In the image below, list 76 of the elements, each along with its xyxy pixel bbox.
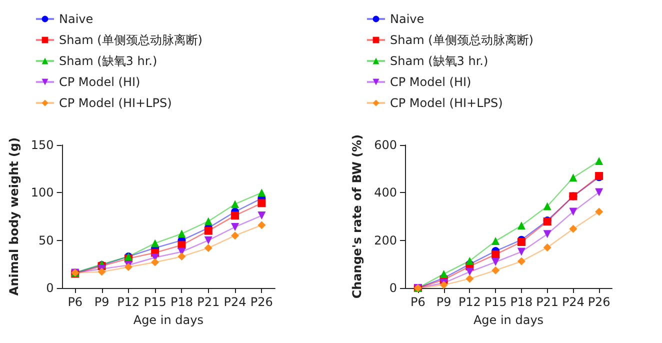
legend-label: Sham (缺氧3 hr.) bbox=[390, 54, 488, 68]
y-tick-label: 0 bbox=[46, 281, 54, 295]
point bbox=[204, 236, 212, 244]
point bbox=[595, 188, 604, 196]
legend-label: CP Model (HI) bbox=[390, 75, 472, 89]
point bbox=[231, 212, 240, 220]
legend-label: Sham (单侧颈总动脉离断) bbox=[390, 33, 534, 47]
x-tick-label: P18 bbox=[170, 295, 193, 309]
x-tick-label: P12 bbox=[117, 295, 140, 309]
x-tick-label: P21 bbox=[197, 295, 220, 309]
point bbox=[258, 199, 266, 208]
x-tick-label: P9 bbox=[436, 295, 452, 309]
x-tick-label: P24 bbox=[224, 295, 246, 309]
point bbox=[517, 257, 526, 266]
y-tick-label: 50 bbox=[38, 233, 54, 248]
point bbox=[569, 224, 578, 233]
point bbox=[151, 239, 160, 248]
point bbox=[595, 156, 604, 165]
y-axis-title: Change's rate of BW (%) bbox=[350, 134, 364, 299]
point bbox=[595, 208, 604, 216]
x-tick-label: P6 bbox=[410, 295, 426, 309]
point bbox=[517, 238, 526, 246]
x-tick-label: P15 bbox=[144, 295, 166, 309]
legend-label: CP Model (HI+LPS) bbox=[390, 96, 503, 110]
point bbox=[517, 222, 526, 230]
x-tick-label: P26 bbox=[588, 295, 610, 309]
point bbox=[258, 188, 266, 197]
point bbox=[466, 274, 474, 283]
point bbox=[569, 174, 578, 182]
x-axis-title: Age in days bbox=[133, 313, 204, 327]
point bbox=[543, 202, 552, 210]
point bbox=[258, 212, 266, 220]
point bbox=[98, 268, 106, 276]
point bbox=[178, 252, 186, 261]
point bbox=[543, 230, 552, 238]
legend-label: CP Model (HI) bbox=[59, 75, 140, 89]
point bbox=[492, 250, 500, 258]
point bbox=[492, 258, 500, 266]
y-tick-label: 400 bbox=[374, 186, 397, 200]
y-axis-title: Animal body weight (g) bbox=[7, 137, 21, 296]
y-tick-label: 150 bbox=[30, 138, 54, 152]
point bbox=[517, 248, 526, 256]
point bbox=[492, 237, 500, 246]
x-tick-label: P18 bbox=[510, 295, 533, 309]
legend-label: Sham (单侧颈总动脉离断) bbox=[59, 33, 202, 47]
x-tick-label: P24 bbox=[562, 295, 584, 309]
point bbox=[258, 221, 266, 230]
x-tick-label: P6 bbox=[68, 295, 83, 309]
point bbox=[204, 217, 212, 226]
legend-label: Naive bbox=[390, 12, 424, 26]
x-axis-title: Age in days bbox=[473, 313, 544, 327]
y-tick-label: 200 bbox=[374, 233, 397, 248]
point bbox=[204, 226, 212, 235]
point bbox=[178, 230, 186, 238]
point bbox=[440, 270, 448, 278]
point bbox=[466, 268, 474, 276]
point bbox=[231, 232, 240, 240]
point bbox=[543, 243, 552, 252]
point bbox=[231, 200, 240, 208]
y-tick-label: 0 bbox=[389, 281, 397, 295]
point bbox=[151, 258, 160, 266]
x-tick-label: P12 bbox=[458, 295, 481, 309]
legend-label: Naive bbox=[59, 12, 94, 26]
point bbox=[466, 256, 474, 265]
point bbox=[492, 266, 500, 274]
x-tick-label: P26 bbox=[250, 295, 273, 309]
legend-label: CP Model (HI+LPS) bbox=[59, 96, 172, 110]
legend-label: Sham (缺氧3 hr.) bbox=[59, 54, 158, 68]
point bbox=[569, 208, 578, 216]
point bbox=[204, 244, 212, 252]
y-tick-label: 100 bbox=[30, 186, 54, 200]
x-tick-label: P15 bbox=[484, 295, 507, 309]
y-tick-label: 600 bbox=[374, 138, 397, 152]
point bbox=[231, 222, 240, 231]
x-tick-label: P21 bbox=[536, 295, 559, 309]
x-tick-label: P9 bbox=[94, 295, 110, 309]
